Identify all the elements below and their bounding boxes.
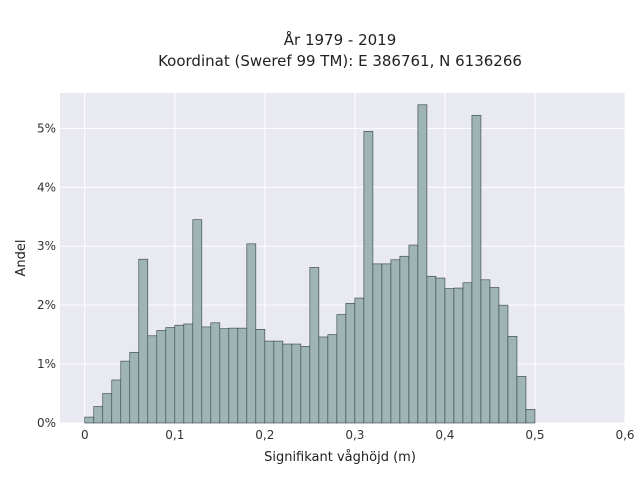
histogram-bar	[210, 322, 221, 424]
y-tick-label: 4%	[37, 180, 56, 194]
x-tick-label: 0,3	[345, 428, 364, 442]
histogram-bar	[525, 409, 536, 424]
histogram-bar	[201, 326, 212, 424]
histogram-bar	[516, 376, 527, 424]
x-tick-label: 0	[81, 428, 89, 442]
histogram-bar	[309, 267, 320, 424]
y-tick-label: 5%	[37, 121, 56, 135]
histogram-bar	[462, 282, 473, 424]
histogram-bar	[147, 335, 158, 424]
histogram-bar	[390, 259, 401, 424]
y-tick-label: 0%	[37, 416, 56, 430]
histogram-bar	[498, 304, 509, 424]
histogram-bar	[84, 416, 95, 424]
histogram-bar	[372, 263, 383, 424]
chart-title-line-2: Koordinat (Sweref 99 TM): E 386761, N 61…	[158, 52, 522, 70]
histogram-bar	[291, 343, 302, 424]
y-tick-label: 3%	[37, 239, 56, 253]
histogram-bar	[273, 340, 284, 424]
histogram-bar	[111, 379, 122, 424]
histogram-bar	[435, 277, 446, 424]
histogram-bar	[192, 219, 203, 424]
histogram-bar	[102, 393, 113, 424]
histogram-bar	[318, 336, 329, 424]
x-tick-label: 0,6	[615, 428, 634, 442]
histogram-bar	[354, 297, 365, 424]
histogram-bar	[345, 303, 356, 424]
histogram-bar	[246, 243, 257, 424]
histogram-bar	[228, 327, 239, 424]
histogram-bar	[363, 131, 374, 424]
histogram-bar	[237, 327, 248, 424]
histogram-bar	[183, 323, 194, 424]
histogram-bar	[282, 343, 293, 424]
histogram-bar	[174, 324, 185, 424]
histogram-bar	[444, 288, 455, 424]
histogram-bar	[264, 340, 275, 424]
histogram-bar	[336, 314, 347, 424]
y-axis-label: Andel	[14, 240, 29, 277]
x-tick-label: 0,1	[165, 428, 184, 442]
histogram-bar	[129, 351, 140, 424]
histogram-bar	[399, 255, 410, 424]
bars	[84, 104, 536, 424]
y-tick-label: 2%	[37, 298, 56, 312]
x-tick-labels: 0 0,1 0,2 0,3 0,4 0,5 0,6	[81, 428, 635, 442]
chart-title-line-1: År 1979 - 2019	[284, 30, 397, 49]
histogram-bar	[120, 360, 131, 424]
histogram-bar	[156, 330, 167, 424]
histogram-bar	[381, 263, 392, 424]
histogram-bar	[408, 244, 419, 424]
histogram-bar	[93, 406, 104, 424]
x-tick-label: 0,5	[525, 428, 544, 442]
histogram-bar	[489, 287, 500, 424]
histogram-bar	[453, 287, 464, 424]
x-tick-label: 0,4	[435, 428, 454, 442]
histogram-bar	[507, 336, 518, 424]
x-axis-label: Signifikant våghöjd (m)	[264, 450, 416, 465]
histogram-bar	[138, 258, 149, 424]
histogram-bar	[417, 104, 428, 424]
histogram-bar	[471, 115, 482, 424]
y-tick-label: 1%	[37, 357, 56, 371]
y-tick-labels: 0% 1% 2% 3% 4% 5%	[37, 121, 56, 430]
histogram-bar	[426, 275, 437, 424]
histogram-bar	[300, 346, 311, 424]
histogram-bar	[480, 279, 491, 424]
histogram-bar	[219, 328, 230, 424]
x-tick-label: 0,2	[255, 428, 274, 442]
histogram-bar	[255, 329, 266, 424]
histogram-bar	[327, 334, 338, 424]
histogram-bar	[165, 327, 176, 424]
